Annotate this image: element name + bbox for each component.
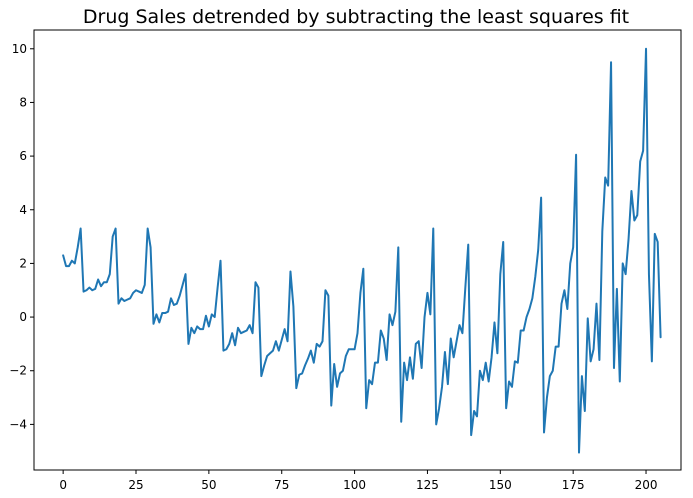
x-tick-label: 25 [128,478,143,492]
x-tick-label: 0 [59,478,67,492]
y-tick-label: −2 [9,364,27,378]
y-tick-label: −4 [9,417,27,431]
y-tick-label: 2 [19,256,27,270]
series-line-detrended [62,47,662,454]
y-tick-label: 0 [19,310,27,324]
x-tick-label: 150 [489,478,512,492]
x-tick-label: 75 [274,478,289,492]
y-tick-label: 6 [19,149,27,163]
y-tick-label: 8 [19,95,27,109]
x-tick-label: 175 [562,478,585,492]
x-tick-label: 125 [416,478,439,492]
plot-area-frame [33,29,682,471]
chart-title: Drug Sales detrended by subtracting the … [83,6,629,28]
x-tick-label: 50 [201,478,216,492]
y-tick-label: 4 [19,203,27,217]
x-tick-label: 200 [635,478,658,492]
x-tick-label: 100 [343,478,366,492]
x-axis: 0 25 50 75 100 125 150 175 200 [59,470,657,492]
y-tick-label: 10 [12,42,27,56]
y-axis: −4 −2 0 2 4 6 8 10 [9,42,34,431]
